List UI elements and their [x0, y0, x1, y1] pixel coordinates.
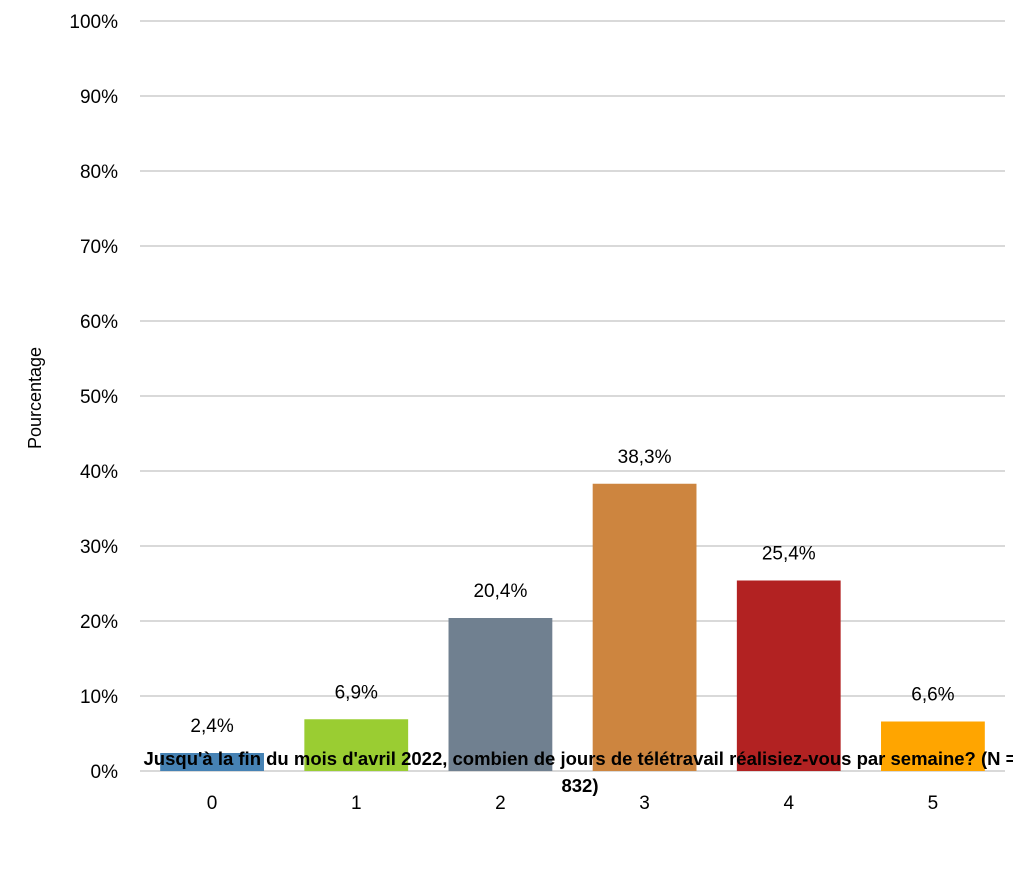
y-tick-label: 100%: [69, 12, 118, 33]
data-label: 6,9%: [335, 682, 378, 703]
bar-3: [593, 484, 697, 771]
y-tick-label: 50%: [80, 387, 118, 408]
data-label: 25,4%: [762, 544, 816, 565]
bars: [160, 484, 985, 771]
data-label: 2,4%: [190, 716, 233, 737]
gridlines: [140, 21, 1005, 771]
x-axis-title: Jusqu'à la fin du mois d'avril 2022, com…: [140, 745, 1013, 799]
y-tick-label: 80%: [80, 162, 118, 183]
y-axis-label: Pourcentage: [25, 347, 45, 449]
y-tick-label: 90%: [80, 87, 118, 108]
data-label: 6,6%: [911, 685, 954, 706]
y-tick-label: 60%: [80, 312, 118, 333]
y-tick-label: 0%: [91, 762, 119, 783]
data-label: 20,4%: [473, 581, 527, 602]
y-tick-label: 70%: [80, 237, 118, 258]
bar-4: [737, 581, 841, 772]
data-label: 38,3%: [618, 447, 672, 468]
y-axis-ticks: 0% 10% 20% 30% 40% 50% 60% 70% 80% 90% 100%: [69, 12, 118, 783]
y-tick-label: 40%: [80, 462, 118, 483]
y-tick-label: 20%: [80, 612, 118, 633]
y-tick-label: 30%: [80, 537, 118, 558]
y-tick-label: 10%: [80, 687, 118, 708]
